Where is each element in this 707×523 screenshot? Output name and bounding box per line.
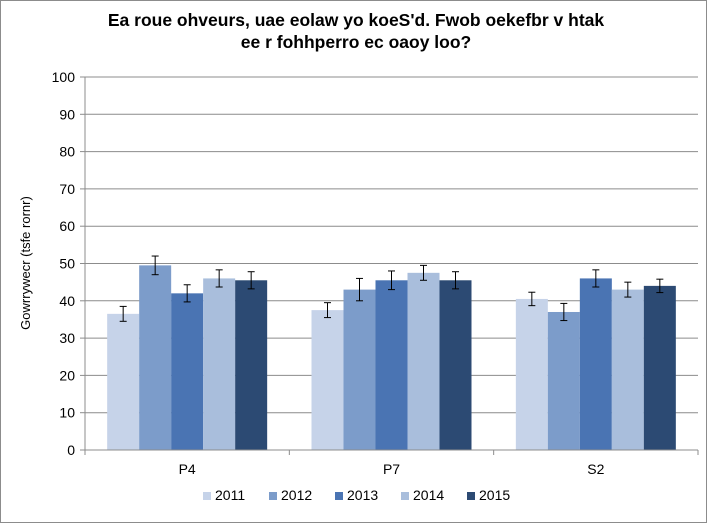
legend: 2011 2012 2013 2014 2015 bbox=[203, 487, 510, 503]
legend-label-2013: 2013 bbox=[347, 487, 378, 503]
legend-swatch-2014 bbox=[401, 492, 409, 500]
bar-2015-P4 bbox=[235, 280, 268, 450]
legend-swatch-2011 bbox=[203, 492, 211, 500]
chart-title-line-1: Ea roue ohveurs, uae eolaw yo koeS'd. Fw… bbox=[107, 10, 605, 30]
legend-label-2012: 2012 bbox=[281, 487, 312, 503]
bar-2011-P4 bbox=[107, 313, 140, 450]
bar-2011-P7 bbox=[311, 310, 344, 450]
x-tick-label: P7 bbox=[383, 461, 400, 477]
bar-2014-P7 bbox=[407, 272, 440, 450]
bar-2013-P4 bbox=[171, 293, 204, 450]
bar-2015-P7 bbox=[439, 280, 472, 450]
x-tick-label: P4 bbox=[179, 461, 196, 477]
y-tick-label: 80 bbox=[59, 144, 75, 160]
y-axis-tick-labels: 0 10 20 30 40 50 60 70 80 90 100 bbox=[52, 69, 76, 458]
legend-swatch-2015 bbox=[467, 492, 475, 500]
bar-2012-P7 bbox=[343, 289, 376, 450]
bar-2012-P4 bbox=[139, 265, 172, 450]
bar-2013-S2 bbox=[579, 278, 612, 450]
bars bbox=[107, 265, 676, 450]
bar-2015-S2 bbox=[643, 285, 676, 450]
bar-2011-S2 bbox=[515, 298, 548, 450]
y-tick-label: 20 bbox=[59, 367, 75, 383]
bar-2012-S2 bbox=[547, 311, 580, 450]
y-tick-label: 60 bbox=[59, 218, 75, 234]
y-axis-title: Gowrrywecr (tsfe rornr) bbox=[18, 196, 33, 330]
y-tick-label: 30 bbox=[59, 330, 75, 346]
y-tick-label: 70 bbox=[59, 181, 75, 197]
chart-title: Ea roue ohveurs, uae eolaw yo koeS'd. Fw… bbox=[41, 9, 671, 53]
bar-2014-P4 bbox=[203, 278, 236, 450]
legend-label-2014: 2014 bbox=[413, 487, 444, 503]
x-tick-label: S2 bbox=[587, 461, 604, 477]
y-tick-label: 40 bbox=[59, 293, 75, 309]
axes bbox=[80, 76, 699, 455]
bar-2013-P7 bbox=[375, 280, 408, 450]
legend-label-2011: 2011 bbox=[215, 487, 245, 503]
y-tick-label: 50 bbox=[59, 256, 75, 272]
y-tick-label: 90 bbox=[59, 106, 75, 122]
legend-swatch-2013 bbox=[335, 492, 343, 500]
legend-swatch-2012 bbox=[269, 492, 277, 500]
y-tick-label: 100 bbox=[52, 69, 76, 85]
y-tick-label: 10 bbox=[59, 405, 75, 421]
bar-2014-S2 bbox=[611, 289, 644, 450]
y-tick-label: 0 bbox=[67, 442, 75, 458]
x-axis-tick-labels: P4 P7 S2 bbox=[179, 461, 605, 477]
legend-label-2015: 2015 bbox=[479, 487, 510, 503]
error-bars bbox=[119, 255, 664, 322]
chart-title-line-2: ee r fohhperro ec oaoy loo? bbox=[240, 32, 472, 52]
